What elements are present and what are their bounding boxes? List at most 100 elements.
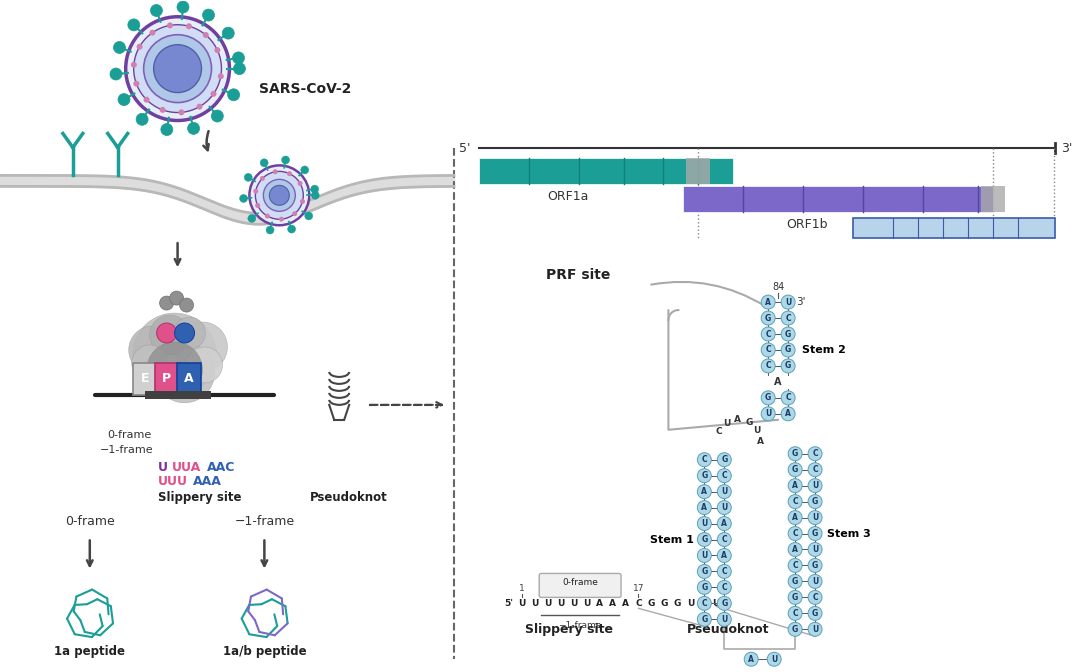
Circle shape [144, 97, 149, 103]
Text: U: U [754, 426, 761, 435]
Text: U: U [812, 577, 818, 586]
Circle shape [788, 511, 802, 525]
Circle shape [149, 30, 155, 36]
Circle shape [761, 311, 775, 325]
Text: G: G [701, 615, 708, 624]
Circle shape [150, 315, 190, 355]
Text: U: U [583, 599, 591, 608]
Circle shape [301, 166, 309, 174]
Circle shape [717, 468, 731, 482]
Text: G: G [812, 497, 818, 506]
Text: 0-frame: 0-frame [562, 578, 598, 587]
Circle shape [133, 81, 139, 87]
Circle shape [761, 295, 775, 309]
Bar [853, 218, 1056, 239]
Text: G: G [792, 449, 799, 458]
Text: Stem 2: Stem 2 [802, 345, 846, 355]
Circle shape [788, 542, 802, 556]
Circle shape [761, 343, 775, 357]
Circle shape [788, 558, 802, 573]
Circle shape [808, 591, 822, 604]
Text: C: C [786, 314, 791, 323]
Text: A: A [757, 437, 763, 446]
Circle shape [717, 548, 731, 562]
Bar [981, 186, 1004, 212]
Circle shape [698, 517, 712, 530]
Text: Stem 1: Stem 1 [651, 534, 695, 544]
Text: U: U [721, 487, 728, 496]
Text: A: A [183, 372, 193, 386]
Text: UUA: UUA [172, 461, 200, 474]
Text: 1a/b peptide: 1a/b peptide [223, 644, 307, 658]
Text: U: U [701, 551, 708, 560]
Circle shape [788, 447, 802, 461]
Text: U: U [785, 298, 791, 306]
Circle shape [698, 564, 712, 579]
Text: U: U [570, 599, 578, 608]
Circle shape [698, 453, 712, 466]
Text: U: U [723, 419, 730, 427]
Text: A: A [792, 513, 798, 522]
Circle shape [160, 107, 165, 113]
Circle shape [253, 189, 258, 194]
Text: Pseudoknot: Pseudoknot [310, 491, 388, 504]
Text: A: A [734, 415, 741, 424]
Circle shape [114, 42, 125, 54]
Text: A: A [721, 551, 727, 560]
Text: 0-frame: 0-frame [65, 515, 115, 528]
Circle shape [788, 575, 802, 589]
Text: Slippery site: Slippery site [158, 491, 241, 504]
Text: 3': 3' [796, 297, 806, 307]
Circle shape [150, 5, 163, 17]
Bar [145, 391, 210, 399]
Text: U: U [812, 625, 818, 634]
Circle shape [196, 103, 203, 110]
Text: G: G [792, 465, 799, 474]
Circle shape [698, 468, 712, 482]
Text: U: U [701, 519, 708, 528]
Circle shape [175, 323, 194, 343]
Circle shape [211, 110, 223, 122]
Text: A: A [774, 377, 781, 387]
Text: G: G [701, 535, 708, 544]
Circle shape [160, 296, 174, 310]
Text: 84: 84 [772, 282, 785, 292]
Circle shape [298, 181, 302, 186]
Circle shape [698, 501, 712, 515]
Text: G: G [765, 393, 772, 403]
Text: U: U [158, 461, 167, 474]
Text: C: C [792, 497, 798, 506]
Circle shape [272, 169, 278, 174]
Circle shape [218, 73, 224, 79]
Circle shape [698, 581, 712, 595]
Text: C: C [721, 567, 727, 576]
Circle shape [157, 323, 177, 343]
Circle shape [788, 478, 802, 493]
Text: U: U [812, 545, 818, 554]
Circle shape [137, 348, 181, 392]
Text: G: G [785, 345, 791, 354]
Circle shape [788, 463, 802, 476]
Text: C: C [721, 535, 727, 544]
Text: C: C [813, 465, 818, 474]
Circle shape [131, 62, 137, 68]
Circle shape [311, 192, 319, 200]
Text: U: U [771, 655, 777, 664]
Text: C: C [765, 329, 771, 339]
Text: ORF1a: ORF1a [547, 190, 589, 204]
Circle shape [239, 194, 248, 202]
Text: G: G [701, 471, 708, 480]
Circle shape [282, 156, 289, 164]
Circle shape [233, 52, 244, 64]
Text: ORF1b: ORF1b [787, 218, 828, 231]
Text: G: G [660, 599, 668, 608]
Circle shape [136, 114, 148, 125]
Text: G: G [647, 599, 655, 608]
Text: G: G [721, 599, 728, 608]
Text: G: G [812, 529, 818, 538]
Circle shape [174, 317, 206, 349]
Circle shape [153, 45, 202, 93]
Bar [133, 363, 157, 395]
Text: Pseudoknot: Pseudoknot [687, 623, 770, 636]
Text: C: C [792, 529, 798, 538]
